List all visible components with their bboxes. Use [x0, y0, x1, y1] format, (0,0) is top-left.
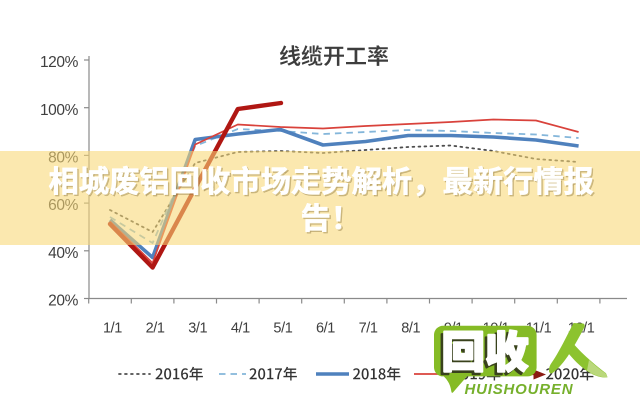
svg-text:3/1: 3/1	[188, 321, 207, 337]
svg-text:8/1: 8/1	[401, 321, 420, 337]
svg-text:HUISHOUREN: HUISHOUREN	[465, 381, 574, 398]
svg-text:20%: 20%	[48, 293, 78, 310]
svg-text:100%: 100%	[40, 102, 79, 119]
svg-text:5/1: 5/1	[273, 321, 292, 337]
svg-text:40%: 40%	[48, 245, 78, 262]
svg-text:4/1: 4/1	[231, 321, 250, 337]
svg-text:1/1: 1/1	[103, 321, 122, 337]
svg-text:7/1: 7/1	[359, 321, 378, 337]
svg-text:120%: 120%	[40, 54, 79, 71]
svg-text:6/1: 6/1	[316, 321, 335, 337]
svg-text:2/1: 2/1	[146, 321, 165, 337]
